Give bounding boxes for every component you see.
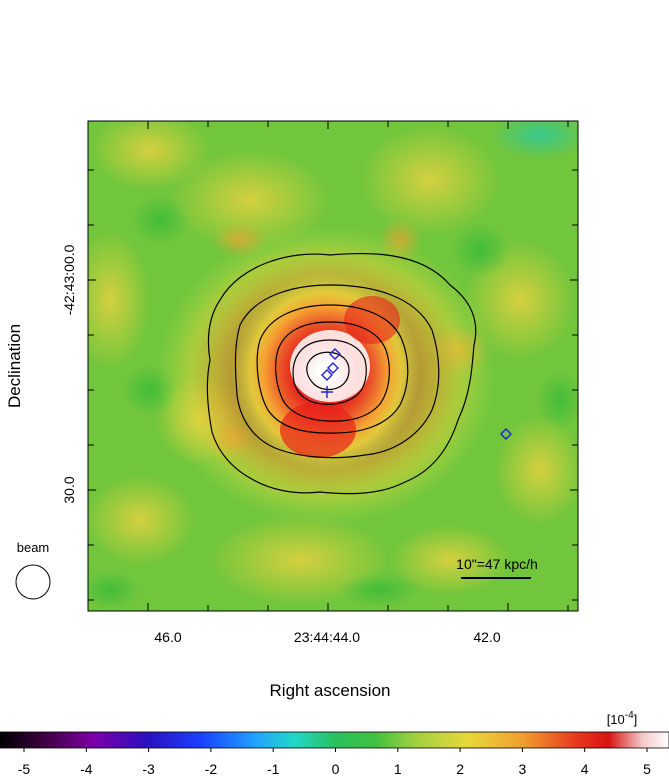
contours xyxy=(206,252,477,495)
colorbar-tick-label: 4 xyxy=(581,761,589,777)
colorbar-unit: [10-4] xyxy=(607,710,638,727)
colorbar-tick-label: -3 xyxy=(142,761,155,777)
scale-bar: 10"=47 kpc/h xyxy=(456,556,538,579)
colorbar-tick-label: 1 xyxy=(394,761,402,777)
diamond-marker-3 xyxy=(321,369,333,381)
contour-level-3 xyxy=(256,304,409,434)
contour-level-5 xyxy=(292,339,367,405)
y-axis-title: Declination xyxy=(5,324,24,408)
diamond-marker-1 xyxy=(329,348,341,360)
beam-circle-icon xyxy=(15,564,51,600)
y-tick-label-2: 30.0 xyxy=(61,476,77,503)
cluster-emission xyxy=(156,225,496,525)
colorbar-tick-label: 5 xyxy=(643,761,651,777)
contour-level-6 xyxy=(306,351,350,391)
y-tick-label-1: -42:43:00.0 xyxy=(61,244,77,315)
colorbar-tick-label: -1 xyxy=(267,761,280,777)
x-axis-title: Right ascension xyxy=(270,681,391,700)
colorbar-tick-label: 3 xyxy=(519,761,527,777)
sky-map xyxy=(88,121,578,611)
scale-bar-label: 10"=47 kpc/h xyxy=(456,556,538,572)
colorbar: [10-4] -5 -4 -3 -2 -1 0 1 2 3 4 5 xyxy=(0,710,669,777)
x-tick-label-3: 42.0 xyxy=(473,629,500,645)
x-tick-label-2: 23:44:44.0 xyxy=(294,629,360,645)
colorbar-ticks: -5 -4 -3 -2 -1 0 1 2 3 4 5 xyxy=(18,748,651,777)
beam-indicator: beam xyxy=(15,540,51,600)
map-noise xyxy=(88,121,578,610)
contour-level-2 xyxy=(234,284,440,459)
map-frame xyxy=(87,120,579,612)
colorbar-tick-label: 0 xyxy=(332,761,340,777)
contour-level-4 xyxy=(275,321,390,422)
diamond-marker-4 xyxy=(500,428,512,440)
colorbar-tick-label: 2 xyxy=(456,761,464,777)
colorbar-tick-label: -4 xyxy=(80,761,93,777)
diamond-marker-2 xyxy=(327,362,339,374)
contour-level-1 xyxy=(206,252,477,495)
cross-marker xyxy=(321,386,333,398)
source-markers xyxy=(321,348,512,440)
colorbar-tick-label: -5 xyxy=(18,761,31,777)
colorbar-tick-label: -2 xyxy=(205,761,218,777)
colorbar-gradient xyxy=(0,731,669,749)
beam-label: beam xyxy=(17,540,50,555)
x-tick-label-1: 46.0 xyxy=(154,629,181,645)
